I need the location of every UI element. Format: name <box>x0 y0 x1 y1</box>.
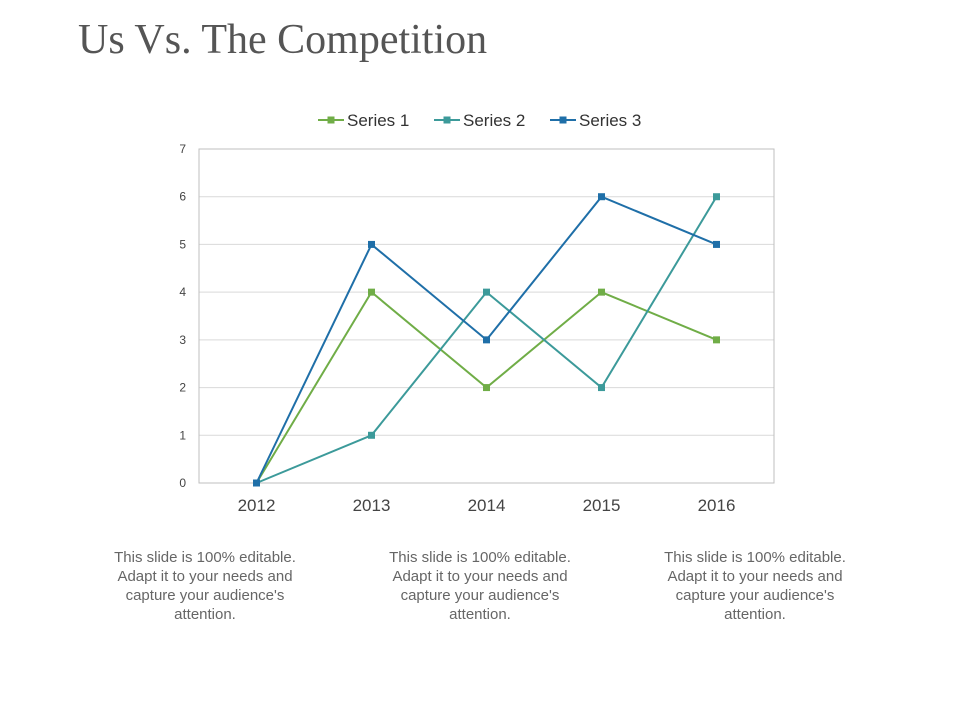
data-point <box>713 193 720 201</box>
data-point <box>598 384 605 392</box>
x-tick-label: 2012 <box>238 496 276 515</box>
data-point <box>713 240 720 248</box>
legend-marker <box>327 116 335 124</box>
data-point <box>713 336 720 344</box>
legend: Series 1 Series 2 Series 3 <box>318 111 641 130</box>
legend-item: Series 3 <box>550 111 641 130</box>
caption-3: This slide is 100% editable. Adapt it to… <box>664 549 846 623</box>
x-tick-label: 2015 <box>583 496 621 515</box>
data-point <box>368 240 375 248</box>
x-tick-label: 2013 <box>353 496 391 515</box>
y-tick-label: 6 <box>179 190 186 204</box>
x-axis-ticks: 2012 2013 2014 2015 2016 <box>238 496 736 515</box>
legend-item: Series 1 <box>318 111 409 130</box>
legend-marker <box>443 116 451 124</box>
y-tick-label: 5 <box>179 237 186 251</box>
x-tick-label: 2014 <box>468 496 506 515</box>
page-title: Us Vs. The Competition <box>78 17 488 63</box>
legend-label: Series 3 <box>579 111 641 130</box>
y-tick-label: 2 <box>179 381 186 395</box>
data-point <box>253 479 260 487</box>
legend-item: Series 2 <box>434 111 525 130</box>
data-point <box>483 288 490 296</box>
legend-marker <box>559 116 567 124</box>
y-axis-ticks: 0 1 2 3 4 5 6 7 <box>179 142 186 490</box>
data-point <box>598 288 605 296</box>
data-point <box>368 288 375 296</box>
grid-lines <box>199 148 774 484</box>
plot-area <box>198 148 775 484</box>
data-point <box>483 384 490 392</box>
y-tick-label: 3 <box>179 333 186 347</box>
series-lines <box>253 193 720 487</box>
data-point <box>598 193 605 201</box>
legend-label: Series 2 <box>463 111 525 130</box>
caption-2: This slide is 100% editable. Adapt it to… <box>389 549 571 623</box>
caption-1: This slide is 100% editable. Adapt it to… <box>114 549 296 623</box>
y-tick-label: 0 <box>179 476 186 490</box>
data-point <box>368 431 375 439</box>
series-3 <box>253 193 720 487</box>
legend-label: Series 1 <box>347 111 409 130</box>
data-point <box>483 336 490 344</box>
y-tick-label: 1 <box>179 428 186 442</box>
x-tick-label: 2016 <box>698 496 736 515</box>
y-tick-label: 4 <box>179 285 186 299</box>
y-tick-label: 7 <box>179 142 186 156</box>
